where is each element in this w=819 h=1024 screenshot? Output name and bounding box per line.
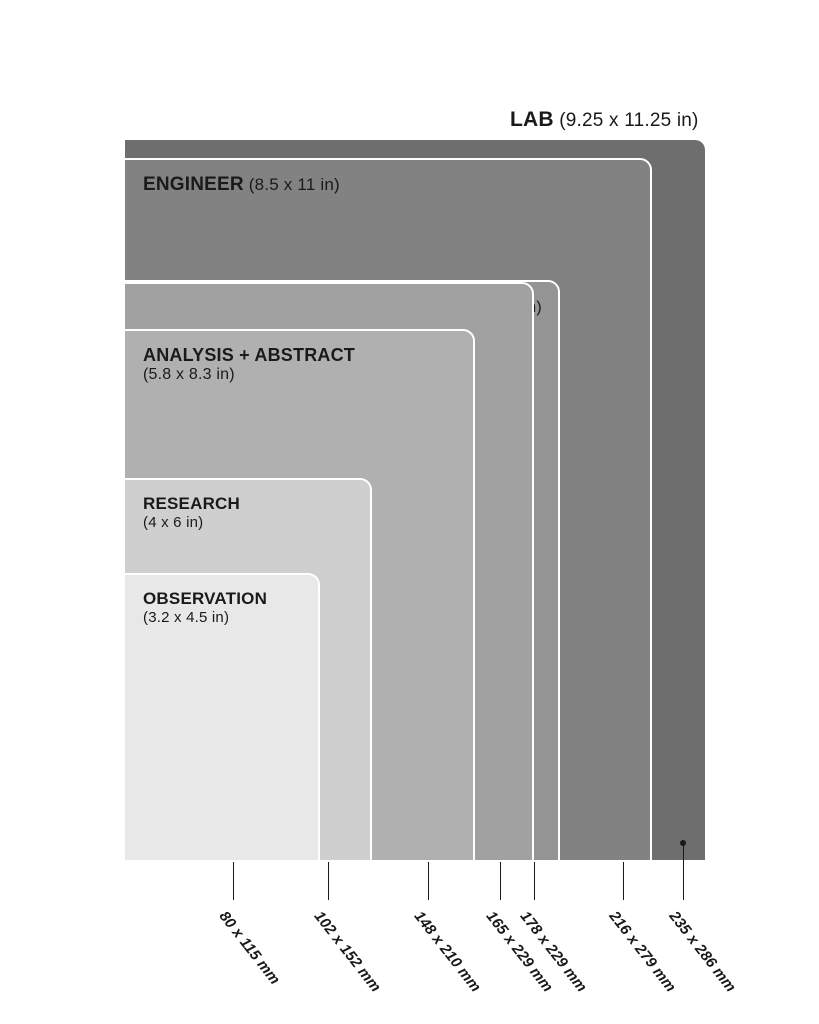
label-dims: (3.2 x 4.5 in) [143, 609, 229, 626]
label-name: RESEARCH [143, 494, 240, 513]
mm-label-research: 102 x 152 mm [311, 908, 384, 995]
label-dims: (8.5 x 11 in) [249, 175, 340, 194]
label-name: ANALYSIS + ABSTRACT [143, 345, 355, 365]
label-dims: (4 x 6 in) [143, 514, 203, 531]
panel-label-research: RESEARCH(4 x 6 in) [143, 494, 240, 531]
panel-label-lab: LAB (9.25 x 11.25 in) [510, 108, 699, 132]
mm-label-observation: 80 x 115 mm [216, 908, 284, 988]
label-dims: (5.8 x 8.3 in) [143, 366, 235, 383]
label-name: ENGINEER [143, 174, 244, 195]
panel-label-analysis: ANALYSIS + ABSTRACT(5.8 x 8.3 in) [143, 345, 355, 384]
panel-label-engineer: ENGINEER (8.5 x 11 in) [143, 174, 340, 196]
size-comparison-stage: ENGINEER (8.5 x 11 in)HYPOTHESIS (7 x 9 … [125, 140, 705, 860]
mm-label-analysis: 148 x 210 mm [411, 908, 484, 995]
label-name: OBSERVATION [143, 589, 267, 608]
label-name: LAB [510, 108, 554, 131]
pin-line-lab [683, 843, 684, 900]
panel-label-observation: OBSERVATION(3.2 x 4.5 in) [143, 589, 267, 626]
label-dims: (9.25 x 11.25 in) [559, 110, 698, 131]
